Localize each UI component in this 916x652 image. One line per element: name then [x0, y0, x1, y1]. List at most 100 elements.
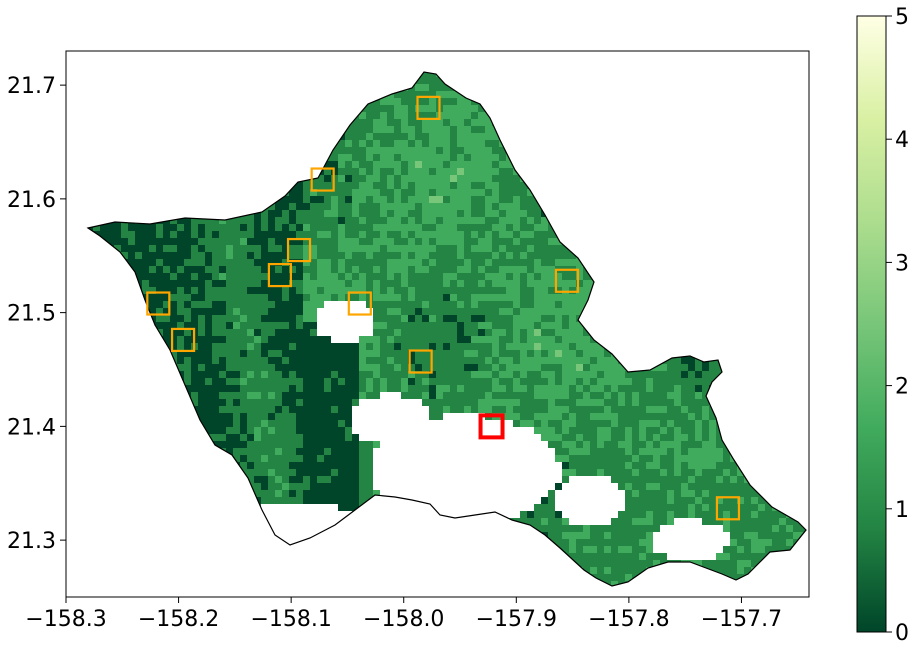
heat-cell	[380, 266, 387, 273]
heat-cell	[345, 406, 352, 413]
heat-cell	[415, 182, 422, 189]
heat-cell	[310, 280, 317, 287]
heat-cell	[233, 378, 240, 385]
heat-cell	[163, 245, 170, 252]
heat-cell	[576, 371, 583, 378]
heat-cell	[352, 161, 359, 168]
heat-cell	[184, 238, 191, 245]
heat-cell	[268, 315, 275, 322]
heat-cell	[401, 224, 408, 231]
heat-cell	[464, 315, 471, 322]
heat-cell	[359, 126, 366, 133]
heat-cell	[205, 329, 212, 336]
heat-cell	[275, 287, 282, 294]
heat-cell	[359, 196, 366, 203]
heat-cell	[191, 259, 198, 266]
heat-cell	[464, 168, 471, 175]
heat-cell	[282, 343, 289, 350]
heat-cell	[359, 147, 366, 154]
heat-cell	[191, 322, 198, 329]
heat-cell	[590, 350, 597, 357]
heat-cell	[205, 224, 212, 231]
heat-cell	[247, 266, 254, 273]
heat-cell	[373, 280, 380, 287]
heat-cell	[520, 231, 527, 238]
heat-cell	[450, 273, 457, 280]
heat-cell	[156, 322, 163, 329]
heat-cell	[562, 399, 569, 406]
heat-cell	[478, 259, 485, 266]
heat-cell	[212, 322, 219, 329]
heat-cell	[219, 343, 226, 350]
heat-cell	[450, 266, 457, 273]
heat-cell	[555, 301, 562, 308]
heat-cell	[303, 392, 310, 399]
heat-cell	[184, 364, 191, 371]
heat-cell	[457, 112, 464, 119]
heat-cell	[380, 175, 387, 182]
heat-cell	[562, 322, 569, 329]
heat-cell	[464, 210, 471, 217]
heat-cell	[464, 203, 471, 210]
heat-cell	[639, 392, 646, 399]
heat-cell	[233, 252, 240, 259]
heat-cell	[359, 231, 366, 238]
heat-cell	[450, 385, 457, 392]
heat-cell	[338, 210, 345, 217]
heat-cell	[541, 364, 548, 371]
heat-cell	[513, 294, 520, 301]
heat-cell	[506, 217, 513, 224]
heat-cell	[338, 406, 345, 413]
heat-cell	[149, 238, 156, 245]
heat-cell	[604, 392, 611, 399]
heat-cell	[534, 231, 541, 238]
heat-cell	[471, 252, 478, 259]
heat-cell	[121, 224, 128, 231]
heat-cell	[527, 301, 534, 308]
heat-cell	[695, 392, 702, 399]
heat-cell	[247, 371, 254, 378]
heat-cell	[226, 245, 233, 252]
heat-cell	[352, 210, 359, 217]
heat-cell	[205, 294, 212, 301]
heat-cell	[534, 210, 541, 217]
heat-cell	[548, 308, 555, 315]
heat-cell	[205, 252, 212, 259]
heat-cell	[422, 175, 429, 182]
heat-cell	[240, 399, 247, 406]
heat-cell	[289, 287, 296, 294]
heat-cell	[443, 364, 450, 371]
heat-cell	[387, 350, 394, 357]
heat-cell	[527, 392, 534, 399]
heat-cell	[408, 224, 415, 231]
heat-cell	[401, 119, 408, 126]
heat-cell	[688, 385, 695, 392]
heat-cell	[499, 245, 506, 252]
heat-cell	[527, 350, 534, 357]
heat-cell	[408, 126, 415, 133]
heat-cell	[674, 371, 681, 378]
heat-cell	[478, 189, 485, 196]
heat-cell	[240, 343, 247, 350]
heat-cell	[233, 259, 240, 266]
heat-cell	[534, 280, 541, 287]
heat-cell	[184, 252, 191, 259]
heat-cell	[513, 175, 520, 182]
heat-cell	[226, 406, 233, 413]
heat-cell	[331, 378, 338, 385]
heat-cell	[296, 245, 303, 252]
heat-cell	[534, 378, 541, 385]
heat-cell	[576, 392, 583, 399]
heat-cell	[289, 364, 296, 371]
heat-cell	[247, 238, 254, 245]
heat-cell	[198, 301, 205, 308]
heat-cell	[471, 112, 478, 119]
heat-cell	[198, 252, 205, 259]
heat-cell	[485, 392, 492, 399]
heat-cell	[268, 329, 275, 336]
heat-cell	[555, 238, 562, 245]
heat-cell	[268, 385, 275, 392]
heat-cell	[282, 336, 289, 343]
heat-cell	[282, 280, 289, 287]
heat-cell	[464, 231, 471, 238]
